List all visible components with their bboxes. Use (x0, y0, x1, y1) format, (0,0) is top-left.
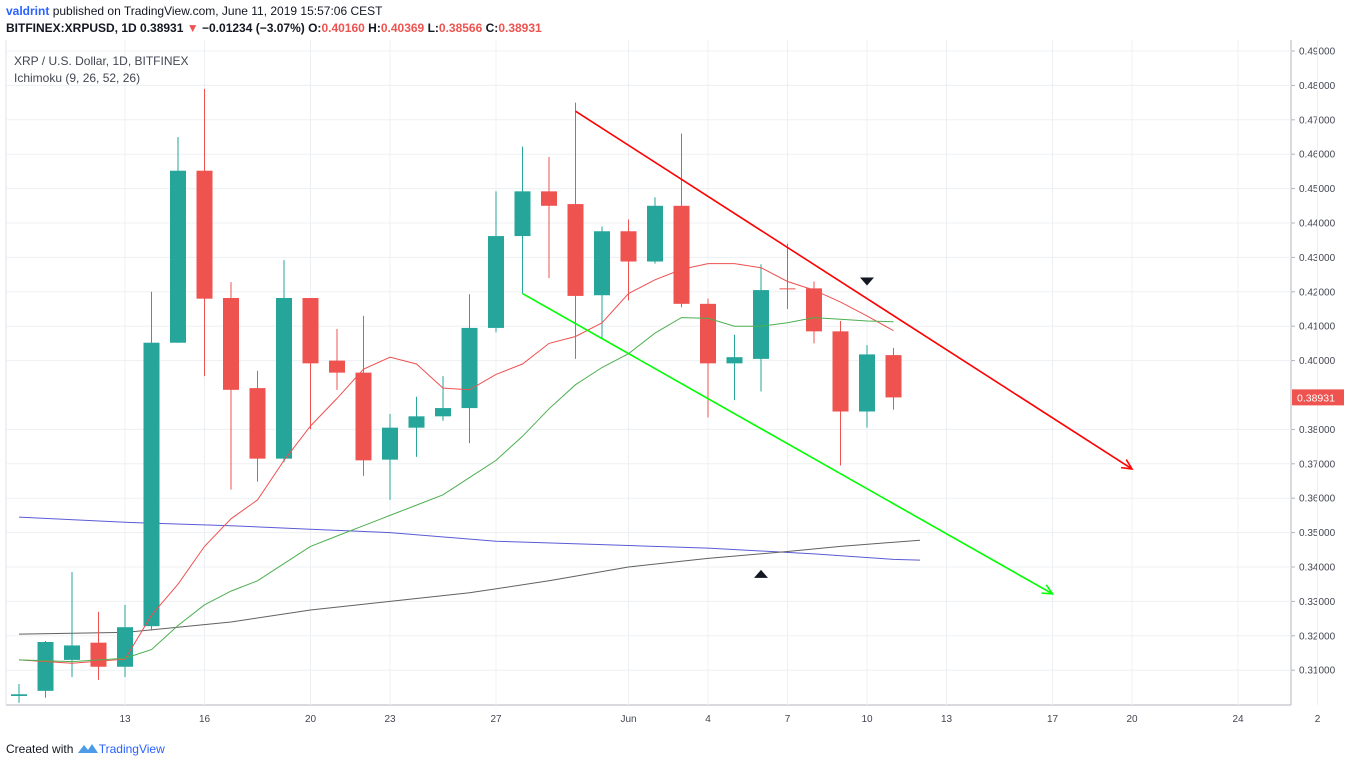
candle-body (594, 231, 610, 296)
x-tick-label: 13 (941, 714, 953, 725)
triangle-up-marker (754, 569, 768, 578)
x-tick-label: 24 (1232, 714, 1244, 725)
lower-trend-line-arrowhead (1041, 584, 1055, 595)
legend-indicator: Ichimoku (9, 26, 52, 26) (14, 71, 141, 85)
candle-body (302, 297, 319, 364)
candle-body (249, 388, 266, 459)
candle-body (806, 288, 822, 332)
x-tick-label: 23 (384, 714, 396, 725)
candle-body (37, 641, 54, 691)
x-tick-label: 20 (1126, 714, 1138, 725)
tradingview-brand[interactable]: TradingView (98, 742, 165, 756)
candle-body (620, 231, 637, 262)
candle-body (382, 427, 398, 460)
candle-body (461, 327, 478, 409)
candle-body (647, 205, 663, 262)
candle-body (753, 290, 769, 359)
price-change: −0.01234 (−3.07%) (202, 21, 305, 35)
candle-body (700, 303, 716, 364)
kijun-sen-line (18, 317, 894, 663)
candle-body (567, 204, 584, 296)
candle-body (143, 342, 160, 627)
open-value: 0.40160 (321, 21, 365, 35)
candle-body (726, 357, 743, 364)
lower-trend-line (522, 292, 1053, 595)
candle-body (90, 642, 107, 667)
candle-body (408, 416, 425, 428)
ohlc-header: BITFINEX:XRPUSD, 1D 0.38931 ▼ −0.01234 (… (6, 21, 542, 35)
candle-body (329, 360, 345, 373)
candle-body (885, 355, 902, 398)
down-arrow-icon: ▼ (186, 21, 199, 35)
publish-header: valdrint published on TradingView.com, J… (6, 4, 382, 18)
open-label: O: (308, 21, 322, 35)
legend-symbol: XRP / U.S. Dollar, 1D, BITFINEX (14, 54, 189, 68)
high-label: H: (368, 21, 381, 35)
tenkan-sen-line (18, 263, 894, 664)
candle-body (488, 236, 504, 328)
created-with-label: Created with (6, 742, 74, 756)
candle-body (514, 191, 531, 237)
symbol-label: BITFINEX:XRPUSD, 1D (6, 21, 137, 35)
candle-body (223, 297, 239, 390)
candle-body (196, 170, 213, 299)
triangle-down-marker (860, 277, 874, 286)
senkou-span-a-line (18, 516, 921, 561)
x-tick-label: 16 (199, 714, 211, 725)
candle-body (170, 170, 186, 343)
candle-body (11, 694, 27, 696)
candle-body (276, 297, 292, 459)
candle-body (673, 205, 690, 304)
footer: Created with TradingView (6, 742, 165, 756)
senkou-span-b-line (18, 539, 921, 635)
candle-body (355, 372, 372, 461)
last-price-tag (1292, 389, 1344, 406)
author-link[interactable]: valdrint (6, 4, 50, 18)
low-value: 0.38566 (438, 21, 483, 35)
x-tick-label: Jun (620, 714, 636, 725)
candle-body (541, 191, 557, 206)
candle-body (859, 354, 875, 412)
x-tick-label: 20 (305, 714, 317, 725)
last-price-tag-label: 0.38931 (1297, 392, 1335, 404)
last-price: 0.38931 (140, 21, 184, 35)
x-tick-label: 10 (861, 714, 873, 725)
candle-body (117, 627, 133, 667)
upper-trend-line-arrowhead (1120, 459, 1134, 470)
close-label: C: (485, 21, 499, 35)
x-tick-label: 27 (490, 714, 502, 725)
publish-info: published on TradingView.com, June 11, 2… (52, 4, 383, 18)
plot-area (11, 88, 1134, 703)
x-tick-label: 2 (1315, 714, 1321, 725)
x-tick-label: 7 (785, 714, 791, 725)
low-label: L: (427, 21, 439, 35)
candle-body (832, 331, 849, 412)
close-value: 0.38931 (498, 21, 542, 35)
x-tick-label: 17 (1047, 714, 1059, 725)
upper-trend-line (575, 110, 1133, 470)
x-tick-label: 4 (705, 714, 711, 725)
candle-body (64, 645, 80, 660)
x-tick-label: 13 (119, 714, 131, 725)
candle-body (435, 408, 451, 417)
chart-legend: XRP / U.S. Dollar, 1D, BITFINEX Ichimoku… (14, 53, 189, 87)
tradingview-logo-icon (77, 744, 98, 753)
candle-body (779, 288, 796, 290)
high-value: 0.40369 (380, 21, 425, 35)
